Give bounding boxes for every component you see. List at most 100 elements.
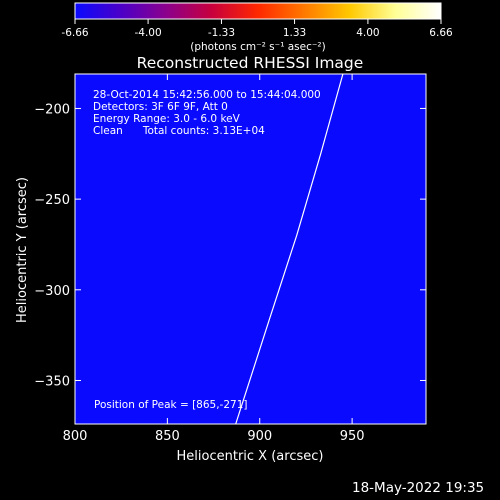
heatmap-cell	[213, 343, 222, 352]
heatmap-cell	[316, 117, 325, 126]
heatmap-cell	[352, 278, 361, 286]
heatmap-cell	[82, 227, 91, 235]
heatmap-cell	[330, 132, 339, 141]
heatmap-cell	[133, 227, 142, 235]
heatmap-cell	[170, 300, 178, 308]
heatmap-cell	[404, 307, 412, 316]
heatmap-cell	[309, 227, 317, 235]
heatmap-cell	[367, 88, 376, 97]
heatmap-cell	[287, 161, 295, 170]
heatmap-cell	[162, 117, 171, 126]
heatmap-cell	[323, 394, 332, 403]
heatmap-cell	[418, 190, 426, 199]
heatmap-cell	[104, 132, 112, 141]
heatmap-cell	[374, 161, 383, 170]
heatmap-cell	[360, 212, 368, 221]
heatmap-cell	[155, 234, 164, 243]
heatmap-cell	[192, 183, 200, 192]
heatmap-cell	[257, 95, 266, 104]
heatmap-cell	[148, 139, 156, 148]
heatmap-cell	[118, 110, 127, 119]
heatmap-cell	[272, 365, 281, 374]
heatmap-cell	[309, 110, 317, 119]
heatmap-cell	[257, 125, 266, 133]
heatmap-cell	[330, 103, 339, 111]
heatmap-cell	[389, 103, 398, 111]
heatmap-cell	[287, 154, 295, 162]
heatmap-cell	[89, 212, 98, 221]
heatmap-cell	[111, 292, 120, 301]
heatmap-cell	[301, 139, 310, 148]
heatmap-cell	[250, 168, 259, 177]
heatmap-cell	[243, 263, 251, 272]
heatmap-cell	[170, 81, 178, 89]
heatmap-cell	[111, 387, 120, 396]
heatmap-cell	[411, 139, 420, 148]
heatmap-cell	[140, 212, 149, 221]
heatmap-cell	[192, 241, 200, 250]
y-tick-label: −250	[34, 193, 70, 208]
heatmap-cell	[192, 146, 200, 155]
heatmap-cell	[126, 285, 134, 294]
heatmap-cell	[287, 205, 295, 213]
heatmap-cell	[213, 256, 222, 264]
heatmap-cell	[221, 190, 229, 199]
heatmap-cell	[374, 278, 383, 286]
heatmap-cell	[396, 336, 405, 345]
heatmap-cell	[177, 307, 186, 316]
heatmap-cell	[199, 343, 208, 352]
heatmap-cell	[382, 212, 390, 221]
heatmap-cell	[323, 278, 332, 286]
heatmap-cell	[250, 263, 259, 272]
heatmap-cell	[140, 161, 149, 170]
heatmap-cell	[294, 234, 303, 243]
heatmap-cell	[279, 321, 288, 330]
heatmap-cell	[192, 168, 200, 177]
heatmap-cell	[184, 154, 193, 162]
heatmap-cell	[221, 416, 229, 424]
heatmap-cell	[338, 314, 346, 323]
heatmap-cell	[287, 256, 295, 264]
heatmap-cell	[111, 205, 120, 213]
heatmap-cell	[96, 263, 105, 272]
heatmap-cell	[148, 190, 156, 199]
heatmap-cell	[162, 372, 171, 381]
heatmap-cell	[265, 212, 273, 221]
heatmap-cell	[404, 285, 412, 294]
heatmap-cell	[382, 409, 390, 418]
heatmap-cell	[104, 387, 112, 396]
heatmap-cell	[272, 139, 281, 148]
heatmap-cell	[126, 154, 134, 162]
heatmap-cell	[192, 351, 200, 359]
heatmap-cell	[345, 394, 354, 403]
heatmap-cell	[133, 168, 142, 177]
heatmap-cell	[75, 219, 83, 228]
heatmap-cell	[360, 394, 368, 403]
heatmap-cell	[352, 95, 361, 104]
heatmap-cell	[96, 88, 105, 97]
heatmap-cell	[338, 88, 346, 97]
heatmap-cell	[382, 205, 390, 213]
heatmap-cell	[279, 132, 288, 141]
heatmap-cell	[213, 176, 222, 184]
heatmap-cell	[301, 74, 310, 82]
heatmap-cell	[352, 205, 361, 213]
heatmap-cell	[294, 205, 303, 213]
heatmap-cell	[301, 343, 310, 352]
heatmap-cell	[221, 358, 229, 367]
heatmap-cell	[96, 212, 105, 221]
heatmap-cell	[184, 139, 193, 148]
heatmap-cell	[111, 110, 120, 119]
heatmap-cell	[316, 372, 325, 381]
heatmap-cell	[235, 219, 244, 228]
heatmap-cell	[250, 380, 259, 388]
heatmap-cell	[199, 380, 208, 388]
heatmap-cell	[177, 234, 186, 243]
heatmap-cell	[82, 380, 91, 388]
heatmap-cell	[118, 394, 127, 403]
heatmap-cell	[75, 197, 83, 206]
heatmap-cell	[140, 146, 149, 155]
heatmap-cell	[374, 307, 383, 316]
heatmap-cell	[243, 387, 251, 396]
heatmap-cell	[104, 212, 112, 221]
